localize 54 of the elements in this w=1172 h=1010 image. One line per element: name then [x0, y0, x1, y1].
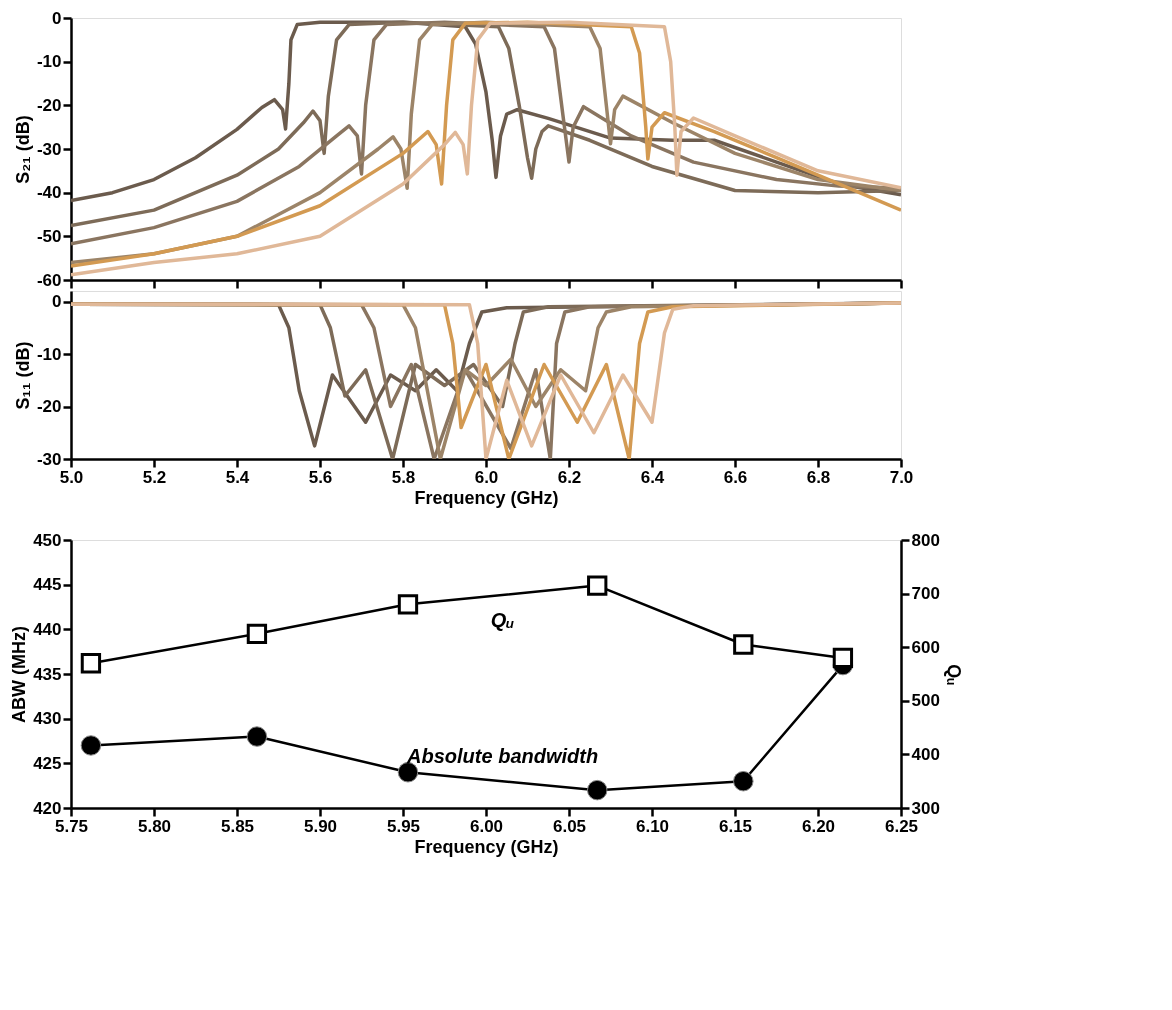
y-tick-label: -20 — [36, 397, 62, 416]
x-tick-label: 5.85 — [220, 816, 255, 836]
x-tick-label: 6.15 — [718, 816, 753, 836]
x-tick-label: 6.25 — [884, 816, 919, 836]
y-tick-label: 425 — [33, 753, 62, 773]
x-tick-label: 6.0 — [474, 467, 499, 487]
y-tick-label: 0 — [52, 292, 62, 311]
x-tick-label: 6.4 — [640, 467, 665, 487]
y-axis-title: S₁₁ (dB) — [12, 341, 33, 410]
y-axis-title: ABW (MHz) — [9, 626, 30, 723]
x-tick-label: 5.2 — [142, 467, 167, 487]
x-tick-label: 6.8 — [806, 467, 831, 487]
y-tick-label: -10 — [36, 52, 62, 72]
y-tick-label: 420 — [33, 798, 62, 818]
y-tick-label: 445 — [33, 575, 62, 595]
x-tick-label: 6.6 — [723, 467, 748, 487]
series-label: Absolute bandwidth — [406, 745, 599, 768]
x-axis-title: Frequency (GHz) — [414, 836, 559, 857]
x-tick-label: 5.8 — [391, 467, 416, 487]
x-tick-label: 5.75 — [54, 816, 89, 836]
y-axis-title: S₂₁ (dB) — [12, 115, 33, 184]
x-tick-label: 7.0 — [889, 467, 914, 487]
y2-tick-label: 400 — [911, 744, 940, 764]
y2-tick-label: 700 — [911, 584, 940, 604]
y2-tick-label: 600 — [911, 637, 940, 657]
x-tick-label: 6.00 — [469, 816, 504, 836]
x-tick-label: 6.2 — [557, 467, 582, 487]
x-tick-label: 5.95 — [386, 816, 421, 836]
y2-tick-label: 800 — [911, 530, 940, 550]
y-tick-label: -10 — [36, 344, 62, 364]
y2-axis-title: Qᵤ — [943, 664, 964, 686]
y-tick-label: 440 — [33, 619, 62, 639]
y2-tick-label: 300 — [911, 798, 940, 818]
y2-tick-label: 500 — [911, 691, 940, 711]
x-tick-label: 5.80 — [137, 816, 172, 836]
x-axis-title: Frequency (GHz) — [414, 487, 559, 508]
x-tick-label: 6.10 — [635, 816, 670, 836]
y-tick-label: 435 — [33, 664, 62, 684]
series-label: Qᵤ — [490, 608, 515, 631]
y-tick-label: -60 — [36, 270, 62, 290]
y-tick-label: 0 — [52, 8, 62, 28]
y-tick-label: -20 — [36, 95, 62, 115]
x-tick-label: 5.6 — [308, 467, 333, 487]
y-tick-label: 430 — [33, 709, 62, 729]
y-tick-label: -30 — [36, 449, 62, 469]
y-tick-label: 450 — [33, 530, 62, 550]
x-tick-label: 5.0 — [59, 467, 84, 487]
x-tick-label: 6.05 — [552, 816, 587, 836]
y-tick-label: -50 — [36, 226, 62, 246]
x-tick-label: 5.4 — [225, 467, 250, 487]
x-tick-label: 6.20 — [801, 816, 836, 836]
x-tick-label: 5.90 — [303, 816, 338, 836]
y-tick-label: -40 — [36, 183, 62, 203]
y-tick-label: -30 — [36, 139, 62, 159]
